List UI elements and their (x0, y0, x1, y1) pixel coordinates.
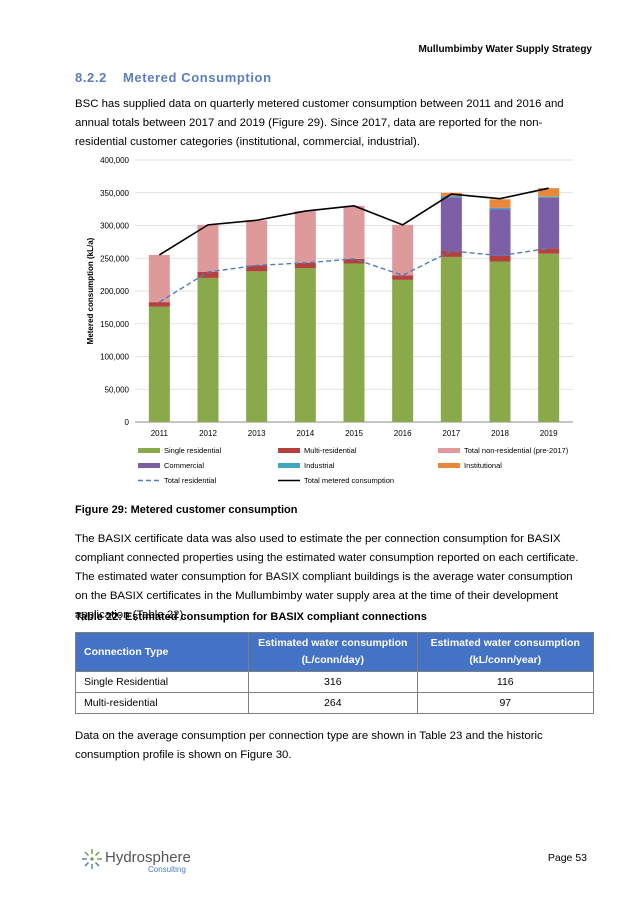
x-tick-label: 2019 (540, 429, 558, 438)
bar-single-residential (148, 306, 170, 422)
header-klyear: Estimated water consumption (kL/conn/yea… (416, 632, 595, 672)
cell-klyear: 116 (416, 671, 595, 693)
y-tick-label: 100,000 (100, 353, 129, 362)
bar-institutional (489, 199, 511, 208)
bar-total-non-residential-pre-2017 (148, 254, 170, 303)
bar-institutional (538, 188, 560, 197)
section-number: 8.2.2 (75, 70, 107, 85)
bar-multi-residential (489, 255, 511, 262)
table-row: Single Residential 316 116 (75, 671, 595, 693)
page-number: Page 53 (547, 852, 587, 864)
paragraph-intro: BSC has supplied data on quarterly meter… (75, 98, 564, 148)
hydrosphere-logo: Hydrosphere Consulting (82, 849, 191, 874)
bar-industrial (489, 207, 511, 210)
bar-multi-residential (392, 275, 414, 280)
x-tick-label: 2011 (151, 429, 169, 438)
paragraph-basix: The BASIX certificate data was also used… (75, 533, 579, 621)
bar-multi-residential (197, 272, 219, 278)
cell-type: Multi-residential (75, 692, 249, 714)
bar-single-residential (343, 263, 365, 422)
y-tick-label: 50,000 (105, 385, 130, 394)
legend-swatch (278, 448, 300, 453)
table-caption: Table 22: Estimated consumption for BASI… (75, 611, 427, 623)
legend-swatch (438, 448, 460, 453)
paragraph-closing: Data on the average consumption per conn… (75, 730, 543, 761)
bar-multi-residential (440, 251, 462, 257)
section-heading: 8.2.2 Metered Consumption (75, 70, 272, 85)
table-header-row: Connection Type Estimated water consumpt… (75, 632, 595, 672)
bar-total-non-residential-pre-2017 (246, 220, 268, 266)
bar-commercial (440, 197, 462, 252)
bar-single-residential (538, 253, 560, 422)
legend-entry: Industrial (304, 461, 335, 470)
table-row: Multi-residential 264 97 (75, 692, 595, 714)
y-tick-label: 250,000 (100, 254, 129, 263)
bar-commercial (489, 209, 511, 256)
bar-total-non-residential-pre-2017 (392, 224, 414, 276)
logo-burst-icon (82, 849, 102, 869)
y-axis-label: Metered consumption (kL/a) (86, 237, 95, 344)
x-tick-label: 2016 (394, 429, 412, 438)
legend-swatch (138, 448, 160, 453)
bar-multi-residential (246, 265, 268, 272)
x-tick-label: 2018 (491, 429, 509, 438)
bar-single-residential (489, 261, 511, 422)
legend-entry: Multi-residential (304, 446, 357, 455)
bar-multi-residential (538, 248, 560, 254)
legend-entry: Single residential (164, 446, 221, 455)
legend-swatch (438, 463, 460, 468)
bar-single-residential (197, 277, 219, 422)
legend-entry: Total metered consumption (304, 476, 394, 485)
figure-caption: Figure 29: Metered customer consumption (75, 504, 298, 516)
legend-swatch (138, 463, 160, 468)
x-tick-label: 2014 (296, 429, 314, 438)
y-tick-label: 150,000 (100, 320, 129, 329)
x-tick-label: 2012 (199, 429, 217, 438)
section-title: Metered Consumption (123, 70, 272, 85)
cell-lday: 316 (248, 671, 418, 693)
bar-total-non-residential-pre-2017 (197, 224, 219, 273)
bar-commercial (538, 197, 560, 249)
y-tick-label: 300,000 (100, 222, 129, 231)
bar-multi-residential (148, 302, 170, 307)
logo-sub-text: Consulting (148, 865, 186, 874)
bar-industrial (440, 196, 462, 198)
bar-total-non-residential-pre-2017 (343, 205, 365, 259)
legend-entry: Institutional (464, 461, 502, 470)
x-tick-label: 2013 (248, 429, 266, 438)
bar-single-residential (392, 279, 414, 422)
cell-lday: 264 (248, 692, 418, 714)
header-connection-type: Connection Type (75, 632, 249, 672)
line-total-metered-consumption (158, 187, 549, 256)
bar-single-residential (440, 256, 462, 422)
chart-svg: 0 50,000 100,000 150,000 200,000 250,000 300,0… (86, 156, 573, 485)
header-lday: Estimated water consumption (L/conn/day) (248, 632, 418, 672)
line-total-residential (158, 247, 549, 303)
bar-industrial (538, 196, 560, 198)
x-tick-label: 2015 (345, 429, 363, 438)
x-tick-label: 2017 (442, 429, 460, 438)
legend-entry: Total non-residential (pre-2017) (464, 446, 569, 455)
bar-single-residential (294, 268, 316, 422)
bar-total-non-residential-pre-2017 (294, 211, 316, 263)
y-tick-label: 350,000 (100, 189, 129, 198)
logo-main-text: Hydrosphere (105, 849, 191, 866)
legend-swatch (278, 463, 300, 468)
bar-multi-residential (343, 258, 365, 264)
cell-klyear: 97 (416, 692, 595, 714)
y-tick-label: 400,000 (100, 156, 129, 165)
consumption-chart: 0 50,000 100,000 150,000 200,000 250,000 300,0… (80, 148, 580, 493)
bar-multi-residential (294, 262, 316, 269)
cell-type: Single Residential (75, 671, 249, 693)
y-tick-label: 200,000 (100, 287, 129, 296)
legend-entry: Total residential (164, 476, 216, 485)
legend-entry: Commercial (164, 461, 204, 470)
y-tick-label: 0 (125, 418, 130, 427)
running-header: Mullumbimby Water Supply Strategy (418, 44, 592, 55)
bar-single-residential (246, 271, 268, 422)
basix-table: Connection Type Estimated water consumpt… (75, 632, 595, 714)
